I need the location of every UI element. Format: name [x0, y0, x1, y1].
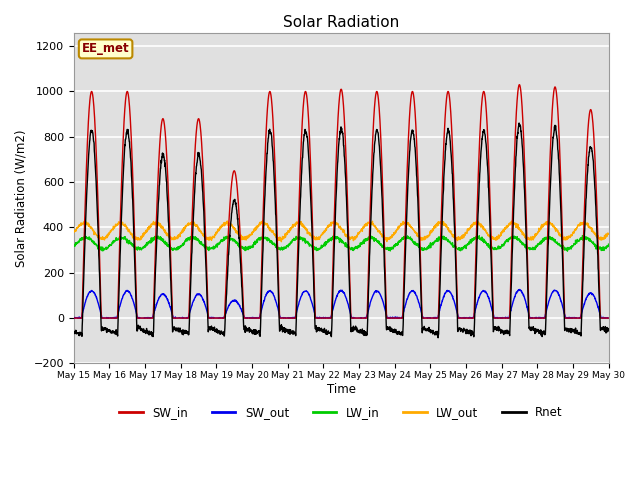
LW_out: [259, 217, 267, 223]
Rnet: [219, 331, 227, 336]
X-axis label: Time: Time: [326, 383, 356, 396]
Line: SW_out: SW_out: [74, 289, 609, 318]
LW_in: [219, 237, 227, 243]
Rnet: [497, 328, 504, 334]
LW_in: [573, 240, 580, 246]
SW_out: [356, 315, 364, 321]
LW_in: [369, 235, 376, 240]
LW_in: [366, 233, 374, 239]
Y-axis label: Solar Radiation (W/m2): Solar Radiation (W/m2): [15, 129, 28, 267]
SW_out: [572, 315, 580, 321]
SW_in: [368, 155, 376, 160]
SW_in: [605, 315, 612, 321]
Legend: SW_in, SW_out, LW_in, LW_out, Rnet: SW_in, SW_out, LW_in, LW_out, Rnet: [115, 401, 568, 424]
SW_in: [572, 315, 580, 321]
Rnet: [573, 330, 580, 336]
SW_in: [70, 315, 77, 321]
SW_out: [497, 315, 504, 321]
LW_out: [573, 226, 580, 231]
SW_in: [356, 315, 364, 321]
LW_out: [558, 233, 566, 239]
Title: Solar Radiation: Solar Radiation: [283, 15, 399, 30]
SW_out: [219, 315, 227, 321]
LW_out: [497, 230, 504, 236]
LW_out: [357, 227, 365, 233]
Rnet: [558, 234, 566, 240]
Rnet: [368, 188, 376, 193]
LW_in: [70, 243, 77, 249]
Rnet: [605, 326, 612, 332]
LW_in: [497, 245, 504, 251]
Line: Rnet: Rnet: [74, 123, 609, 338]
LW_out: [70, 229, 77, 235]
SW_out: [516, 287, 524, 292]
LW_out: [278, 239, 285, 245]
Rnet: [515, 120, 523, 126]
Line: LW_in: LW_in: [74, 236, 609, 251]
LW_in: [564, 248, 572, 254]
SW_in: [515, 82, 523, 87]
LW_out: [369, 218, 376, 224]
SW_in: [557, 199, 565, 204]
Line: LW_out: LW_out: [74, 220, 609, 242]
LW_out: [219, 221, 227, 227]
LW_in: [356, 240, 364, 246]
SW_in: [219, 315, 227, 321]
Rnet: [435, 335, 442, 341]
SW_in: [497, 315, 504, 321]
LW_in: [605, 241, 612, 247]
Text: EE_met: EE_met: [82, 42, 129, 55]
Rnet: [356, 327, 364, 333]
Rnet: [70, 329, 77, 335]
SW_out: [368, 295, 376, 301]
SW_out: [70, 315, 77, 321]
Line: SW_in: SW_in: [74, 84, 609, 318]
LW_in: [557, 243, 565, 249]
SW_out: [557, 300, 565, 305]
LW_out: [605, 231, 612, 237]
SW_out: [605, 315, 612, 321]
